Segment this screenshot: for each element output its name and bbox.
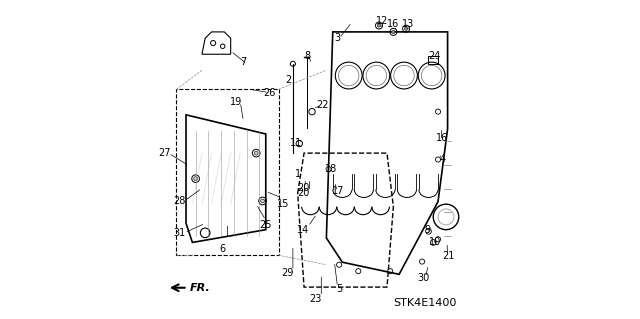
Text: 20: 20 xyxy=(297,188,309,198)
Circle shape xyxy=(404,27,408,30)
Text: 12: 12 xyxy=(376,16,388,26)
Text: 18: 18 xyxy=(325,164,337,174)
Text: 28: 28 xyxy=(173,196,185,206)
Text: 16: 16 xyxy=(387,19,399,29)
Text: 7: 7 xyxy=(240,57,246,67)
Text: 26: 26 xyxy=(263,87,275,98)
Bar xyxy=(428,56,438,64)
Text: 20: 20 xyxy=(297,183,310,193)
Circle shape xyxy=(260,199,264,203)
Text: STK4E1400: STK4E1400 xyxy=(394,298,457,308)
Text: 23: 23 xyxy=(310,294,322,304)
Text: 21: 21 xyxy=(442,251,455,261)
Text: 17: 17 xyxy=(332,186,345,197)
Text: 31: 31 xyxy=(173,228,185,238)
Text: 15: 15 xyxy=(277,199,289,209)
Circle shape xyxy=(378,24,381,27)
Text: 9: 9 xyxy=(425,225,431,235)
Text: 25: 25 xyxy=(260,220,272,230)
Text: 27: 27 xyxy=(158,148,171,158)
Text: 14: 14 xyxy=(298,225,310,235)
Text: 11: 11 xyxy=(290,138,302,148)
Text: 13: 13 xyxy=(402,19,415,29)
Circle shape xyxy=(194,177,198,181)
Text: 30: 30 xyxy=(417,272,430,283)
Circle shape xyxy=(254,151,258,155)
Text: 29: 29 xyxy=(281,268,293,278)
Text: 19: 19 xyxy=(230,97,243,107)
Text: 1: 1 xyxy=(294,169,301,179)
Text: 22: 22 xyxy=(316,100,328,110)
Text: 6: 6 xyxy=(220,244,226,254)
Text: 8: 8 xyxy=(305,51,311,61)
Text: 2: 2 xyxy=(285,75,291,85)
Text: 16: 16 xyxy=(436,133,448,143)
Text: FR.: FR. xyxy=(190,283,211,293)
Text: 5: 5 xyxy=(336,284,342,294)
Text: 4: 4 xyxy=(439,154,445,165)
Text: 24: 24 xyxy=(428,51,440,61)
Circle shape xyxy=(392,30,395,33)
Text: 3: 3 xyxy=(335,33,340,43)
Text: 10: 10 xyxy=(429,237,441,247)
